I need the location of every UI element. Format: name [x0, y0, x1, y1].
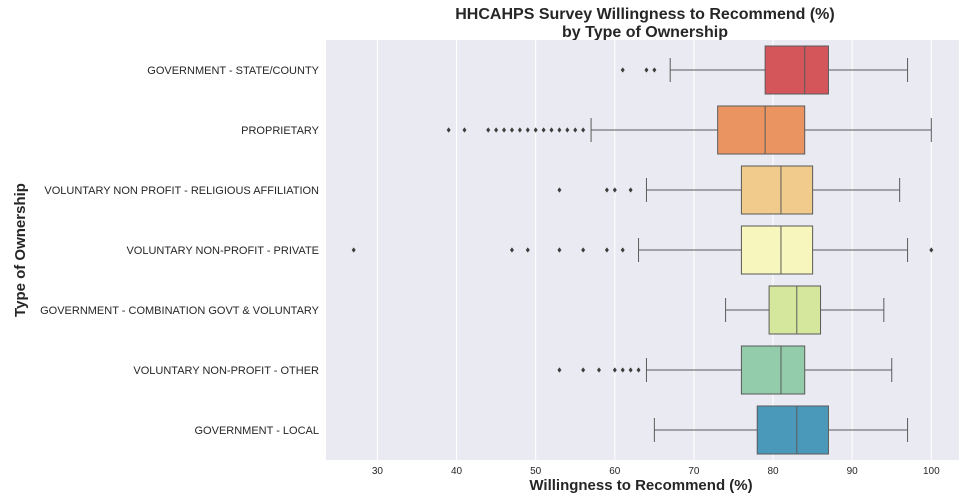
outlier-point: [612, 187, 617, 193]
outlier-point: [462, 127, 467, 133]
outlier-point: [549, 127, 554, 133]
outlier-point: [517, 127, 522, 133]
outlier-point: [636, 367, 641, 373]
outlier-point: [557, 367, 562, 373]
box-group: [557, 165, 901, 215]
box-iqr: [740, 165, 814, 215]
outlier-point: [351, 247, 356, 253]
outlier-point: [533, 127, 538, 133]
box-iqr: [768, 285, 822, 335]
box-iqr: [717, 105, 806, 155]
box-group: [446, 105, 932, 155]
chart-subtitle: by Type of Ownership: [562, 24, 728, 41]
outlier-point: [628, 187, 633, 193]
box-iqr: [740, 225, 814, 275]
y-axis-category-labels: GOVERNMENT - STATE/COUNTY PROPRIETARY VOLU…: [40, 65, 320, 437]
category-label: PROPRIETARY: [241, 125, 319, 137]
outlier-point: [541, 127, 546, 133]
outlier-point: [581, 367, 586, 373]
x-tick-label: 90: [847, 466, 859, 477]
category-label: VOLUNTARY NON-PROFIT - PRIVATE: [126, 245, 319, 257]
x-tick-label: 50: [530, 466, 542, 477]
outlier-point: [628, 367, 633, 373]
box-series: [351, 45, 934, 455]
category-label: GOVERNMENT - STATE/COUNTY: [147, 65, 319, 77]
outlier-point: [620, 367, 625, 373]
x-tick-label: 40: [451, 466, 463, 477]
category-label: GOVERNMENT - COMBINATION GOVT & VOLUNTAR…: [40, 305, 320, 317]
x-tick-label: 80: [767, 466, 779, 477]
box-iqr: [764, 45, 829, 95]
outlier-point: [604, 247, 609, 253]
outlier-point: [620, 247, 625, 253]
y-axis-title: Type of Ownership: [12, 183, 29, 317]
outlier-point: [620, 67, 625, 73]
outlier-point: [494, 127, 499, 133]
box-group: [653, 405, 909, 455]
outlier-point: [596, 367, 601, 373]
outlier-point: [581, 127, 586, 133]
outlier-point: [573, 127, 578, 133]
category-label: VOLUNTARY NON-PROFIT - OTHER: [133, 365, 319, 377]
x-tick-label: 100: [923, 466, 940, 477]
outlier-point: [612, 367, 617, 373]
outlier-point: [557, 187, 562, 193]
outlier-point: [557, 127, 562, 133]
outlier-point: [525, 127, 530, 133]
x-axis-title: Willingness to Recommend (%): [529, 477, 752, 494]
x-tick-label: 70: [688, 466, 700, 477]
box-group: [351, 225, 934, 275]
category-label: VOLUNTARY NON PROFIT - RELIGIOUS AFFILIA…: [44, 185, 319, 197]
outlier-point: [581, 247, 586, 253]
x-tick-label: 60: [609, 466, 621, 477]
outlier-point: [929, 247, 934, 253]
box-group: [620, 45, 909, 95]
outlier-point: [446, 127, 451, 133]
box-iqr: [756, 405, 829, 455]
outlier-point: [565, 127, 570, 133]
category-label: GOVERNMENT - LOCAL: [195, 425, 320, 437]
outlier-point: [557, 247, 562, 253]
outlier-point: [509, 127, 514, 133]
outlier-point: [509, 247, 514, 253]
chart-title: HHCAHPS Survey Willingness to Recommend …: [455, 6, 834, 23]
box-group: [725, 285, 885, 335]
x-axis-ticks: 30 40 50 60 70 80 90 100: [372, 466, 940, 477]
outlier-point: [525, 247, 530, 253]
outlier-point: [486, 127, 491, 133]
x-tick-label: 30: [372, 466, 384, 477]
box-group: [557, 345, 893, 395]
box-iqr: [740, 345, 806, 395]
outlier-point: [652, 67, 657, 73]
outlier-point: [502, 127, 507, 133]
outlier-point: [604, 187, 609, 193]
outlier-point: [644, 67, 649, 73]
